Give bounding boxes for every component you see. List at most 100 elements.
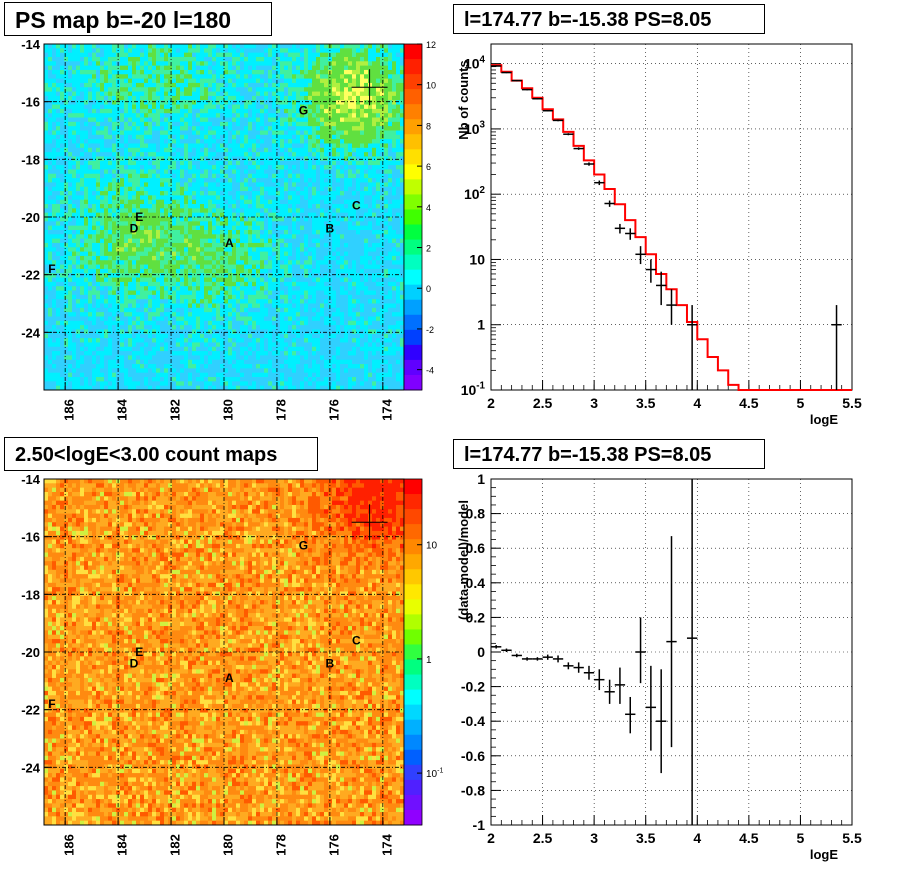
ps-map-colorbar-band — [404, 374, 422, 391]
residuals-xtick-label: 4.5 — [739, 830, 759, 846]
spectrum-ytick-label: 10 — [469, 251, 485, 267]
spectrum-data-point — [563, 133, 574, 136]
ps-map-colorbar-label: 0 — [426, 284, 431, 294]
spectrum-title: l=174.77 b=-15.38 PS=8.05 — [453, 4, 765, 34]
residuals-ytick-label: 0.6 — [466, 540, 486, 556]
count-map-colorbar-label: 10 — [426, 541, 438, 552]
residuals-ytick-label: -0.2 — [461, 679, 485, 695]
ps-map-colorbar-frame — [403, 43, 423, 391]
ps-map-colorbar-band — [404, 74, 422, 90]
count-map-colorbar-band — [404, 629, 422, 645]
ps-map-source-label-c: C — [352, 198, 361, 212]
residuals-xlabel: logE — [810, 847, 838, 862]
residuals-data-point — [604, 679, 615, 704]
ps-map-xtick-label: 176 — [326, 399, 341, 421]
ps-map-colorbar-band — [404, 119, 422, 135]
count-map-colorbar-band — [404, 539, 422, 555]
ps-map-colorbar-label: 6 — [426, 162, 431, 172]
count-map-source-label-e: E — [135, 645, 143, 659]
ps-map-ytick-label: -22 — [21, 268, 40, 283]
spectrum-data-point — [501, 71, 512, 74]
count-map-title: 2.50<logE<3.00 count maps — [4, 437, 318, 471]
residuals-ytick-label: 0 — [477, 644, 485, 660]
residuals-data-point — [511, 653, 522, 658]
count-map-colorbar-band — [404, 509, 422, 525]
ps-map-colorbar-band — [404, 314, 422, 331]
count-map-source-label-f: F — [48, 697, 55, 711]
count-map-colorbar-band — [404, 569, 422, 585]
count-map-xtick-label: 176 — [326, 834, 341, 856]
ps-map-ytick-label: -14 — [21, 37, 41, 52]
count-map-colorbar-band — [404, 614, 422, 630]
ps-map-xtick-label: 180 — [220, 399, 235, 421]
ps-map-xtick-label: 174 — [379, 398, 394, 420]
spectrum-ytick-label: 10-1 — [461, 381, 486, 398]
ps-map-colorbar-band — [404, 179, 422, 195]
ps-map-panel: 186 184 182 180 178 176 174 -14 -16 -18 -20 -22 -24 G… — [21, 37, 405, 421]
count-map-colorbar-band — [404, 749, 422, 766]
residuals-data-point — [583, 665, 595, 680]
spectrum-frame — [490, 43, 853, 391]
ps-map-colorbar-band — [404, 44, 422, 60]
spectrum-xtick-label: 4 — [693, 395, 701, 411]
spectrum-xlabel: logE — [810, 412, 838, 427]
count-map-colorbar-band — [404, 719, 422, 736]
ps-map-ytick-label: -16 — [21, 95, 40, 110]
residuals-ytick-label: 0.8 — [466, 506, 486, 522]
ps-map-source-label-g: G — [299, 103, 308, 117]
count-map-xtick-label: 180 — [220, 834, 235, 856]
count-map-xtick-label: 184 — [115, 833, 130, 855]
count-map-colorbar-band — [404, 659, 422, 676]
count-map-colorbar-band — [404, 554, 422, 570]
count-map-colorbar-label: 10-1 — [426, 768, 443, 781]
ps-map-source-label-b: B — [326, 222, 335, 236]
residuals-xtick-label: 2 — [487, 830, 495, 846]
count-map-colorbar-band — [404, 674, 422, 691]
residuals-ytick-label: 0.2 — [466, 609, 486, 625]
spectrum-data-point — [542, 109, 553, 112]
ps-map-ytick-label: -18 — [21, 152, 40, 167]
spectrum-data-point — [532, 97, 543, 100]
residuals-ytick-label: 0.4 — [466, 575, 486, 591]
spectrum-data-point — [645, 259, 657, 283]
count-map-colorbar-band — [404, 779, 422, 796]
residuals-data-point — [686, 479, 698, 825]
count-map-ytick-label: -22 — [21, 703, 40, 718]
ps-map-ytick-label: -24 — [21, 325, 41, 340]
ps-map-colorbar-band — [404, 134, 422, 150]
residuals-ytick-label: -0.6 — [461, 748, 485, 764]
spectrum-data-point — [594, 180, 605, 186]
count-map-source-label-a: A — [225, 671, 234, 685]
count-map-colorbar-label: 1 — [426, 655, 432, 666]
residuals-data-point — [614, 667, 626, 704]
ps-map-colorbar-band — [404, 209, 422, 226]
ps-map-colorbar-band — [404, 359, 422, 376]
count-map-xtick-label: 182 — [167, 834, 182, 856]
spectrum-xtick-label: 5 — [797, 395, 805, 411]
residuals-data-point — [532, 657, 543, 661]
spectrum-data-point — [625, 228, 636, 240]
count-map-cells — [44, 479, 405, 826]
residuals-xtick-label: 3 — [590, 830, 598, 846]
spectrum-data-point — [635, 246, 646, 265]
ps-map-colorbar-label: 4 — [426, 203, 431, 213]
ps-map-source-label-a: A — [225, 236, 234, 250]
residuals-xtick-label: 5 — [797, 830, 805, 846]
ps-map-title: PS map b=-20 l=180 — [4, 2, 272, 36]
count-map-colorbar-band — [404, 734, 422, 751]
ps-map-xtick-label: 182 — [167, 399, 182, 421]
count-map-panel: 186 184 182 180 178 176 174 -14 -16 -18 -20 -22 -24 G… — [21, 472, 405, 856]
spectrum-xtick-label: 4.5 — [739, 395, 759, 411]
ps-map-colorbar-label: 12 — [426, 40, 436, 50]
spectrum-data-point — [521, 88, 533, 91]
residuals-data-point — [491, 645, 502, 649]
count-map-colorbar-band — [404, 809, 422, 826]
spectrum-data-point — [686, 305, 698, 390]
count-map-colorbar-band — [404, 494, 422, 510]
count-map-colorbar-frame — [403, 478, 423, 826]
residuals-data-point — [666, 536, 677, 748]
residuals-ytick-label: -0.4 — [461, 713, 485, 729]
spectrum-data-point — [573, 147, 584, 150]
